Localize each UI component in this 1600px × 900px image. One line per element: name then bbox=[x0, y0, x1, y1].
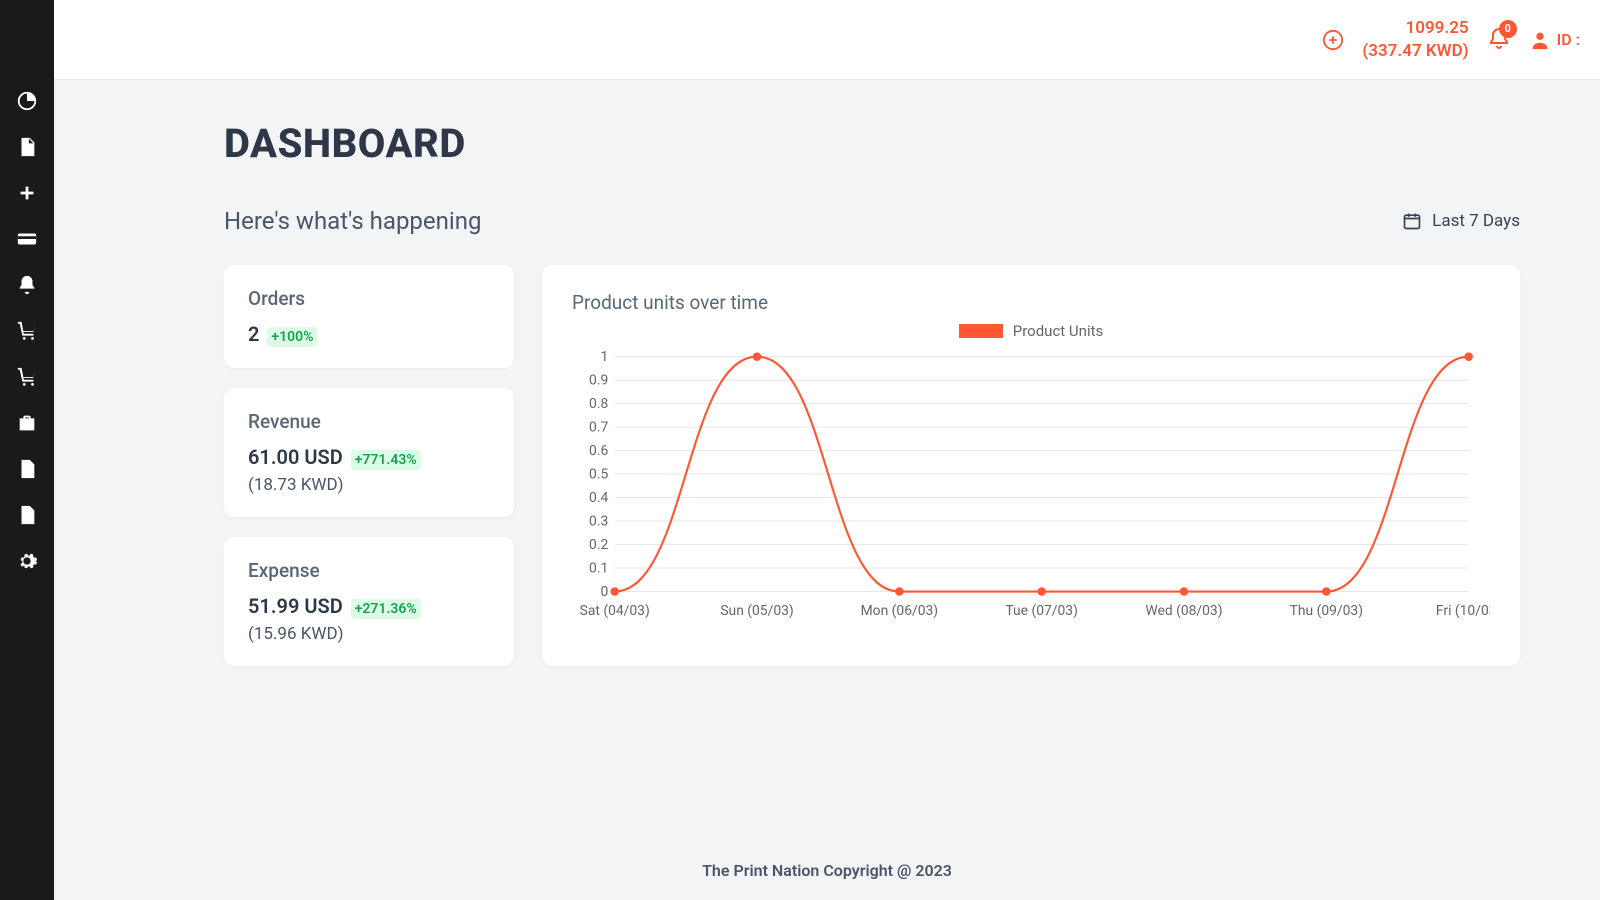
image-file-icon[interactable] bbox=[16, 504, 38, 526]
revenue-delta: +771.43% bbox=[351, 450, 421, 470]
svg-text:0.7: 0.7 bbox=[589, 419, 608, 435]
expense-sub: (15.96 KWD) bbox=[248, 624, 490, 644]
svg-text:0.6: 0.6 bbox=[589, 443, 608, 459]
orders-delta: +100% bbox=[267, 327, 317, 347]
revenue-title: Revenue bbox=[248, 410, 490, 433]
sidebar bbox=[0, 0, 54, 900]
cart-plus-icon[interactable] bbox=[16, 366, 38, 388]
bell-icon[interactable] bbox=[16, 274, 38, 296]
expense-value: 51.99 USD bbox=[248, 594, 343, 618]
invoice-icon[interactable] bbox=[16, 136, 38, 158]
notifications-button[interactable]: 0 bbox=[1487, 26, 1511, 54]
user-menu[interactable]: ID : bbox=[1529, 29, 1580, 51]
cart-icon[interactable] bbox=[16, 320, 38, 342]
revenue-sub: (18.73 KWD) bbox=[248, 475, 490, 495]
svg-text:Thu (09/03): Thu (09/03) bbox=[1290, 603, 1363, 619]
card-icon[interactable] bbox=[16, 228, 38, 250]
notification-badge: 0 bbox=[1499, 20, 1517, 38]
chart-title: Product units over time bbox=[572, 291, 1490, 314]
orders-card: Orders 2 +100% bbox=[224, 265, 514, 368]
line-chart: 0 0.1 0.2 0.3 0.4 0.5 0.6 0.7 0.8 0.9 1 Sat (04/03)… bbox=[572, 346, 1490, 624]
period-selector[interactable]: Last 7 Days bbox=[1402, 211, 1520, 231]
add-icon[interactable] bbox=[16, 182, 38, 204]
expense-card: Expense 51.99 USD +271.36% (15.96 KWD) bbox=[224, 537, 514, 666]
briefcase-icon[interactable] bbox=[16, 412, 38, 434]
svg-text:0: 0 bbox=[601, 584, 609, 600]
orders-title: Orders bbox=[248, 287, 490, 310]
user-id-label: ID : bbox=[1557, 30, 1580, 49]
svg-text:0.8: 0.8 bbox=[589, 396, 608, 412]
balance-amount: 1099.25 bbox=[1362, 17, 1468, 39]
dashboard-icon[interactable] bbox=[16, 90, 38, 112]
svg-text:0.4: 0.4 bbox=[589, 490, 608, 506]
user-icon bbox=[1529, 29, 1551, 51]
svg-text:0.3: 0.3 bbox=[589, 513, 608, 529]
svg-text:Fri (10/03): Fri (10/03) bbox=[1436, 603, 1490, 619]
topbar: 1099.25 (337.47 KWD) 0 ID : bbox=[54, 0, 1600, 80]
balance-converted: (337.47 KWD) bbox=[1362, 40, 1468, 62]
svg-text:0.1: 0.1 bbox=[589, 560, 608, 576]
expense-delta: +271.36% bbox=[351, 599, 421, 619]
svg-text:0.2: 0.2 bbox=[589, 537, 608, 553]
balance-display: 1099.25 (337.47 KWD) bbox=[1362, 17, 1468, 61]
svg-text:Wed (08/03): Wed (08/03) bbox=[1145, 603, 1222, 619]
svg-text:Sat (04/03): Sat (04/03) bbox=[580, 603, 650, 619]
legend-label: Product Units bbox=[1013, 322, 1103, 340]
svg-text:Tue (07/03): Tue (07/03) bbox=[1005, 603, 1078, 619]
legend-swatch bbox=[959, 324, 1003, 338]
svg-text:Sun (05/03): Sun (05/03) bbox=[720, 603, 793, 619]
page-subtitle: Here's what's happening bbox=[224, 207, 481, 235]
calendar-icon bbox=[1402, 211, 1422, 231]
revenue-card: Revenue 61.00 USD +771.43% (18.73 KWD) bbox=[224, 388, 514, 517]
file-icon[interactable] bbox=[16, 458, 38, 480]
expense-title: Expense bbox=[248, 559, 490, 582]
orders-value: 2 bbox=[248, 322, 259, 346]
add-button[interactable] bbox=[1322, 29, 1344, 51]
svg-text:1: 1 bbox=[601, 349, 609, 365]
chart-card: Product units over time Product Units 00… bbox=[542, 265, 1520, 666]
svg-text:0.9: 0.9 bbox=[589, 372, 608, 388]
footer-text: The Print Nation Copyright @ 2023 bbox=[54, 841, 1600, 900]
chart-legend: Product Units bbox=[572, 322, 1490, 340]
settings-icon[interactable] bbox=[16, 550, 38, 572]
svg-text:Mon (06/03): Mon (06/03) bbox=[861, 603, 939, 619]
period-label: Last 7 Days bbox=[1432, 211, 1520, 231]
revenue-value: 61.00 USD bbox=[248, 445, 343, 469]
page-title: DASHBOARD bbox=[224, 120, 1520, 167]
svg-text:0.5: 0.5 bbox=[589, 466, 608, 482]
